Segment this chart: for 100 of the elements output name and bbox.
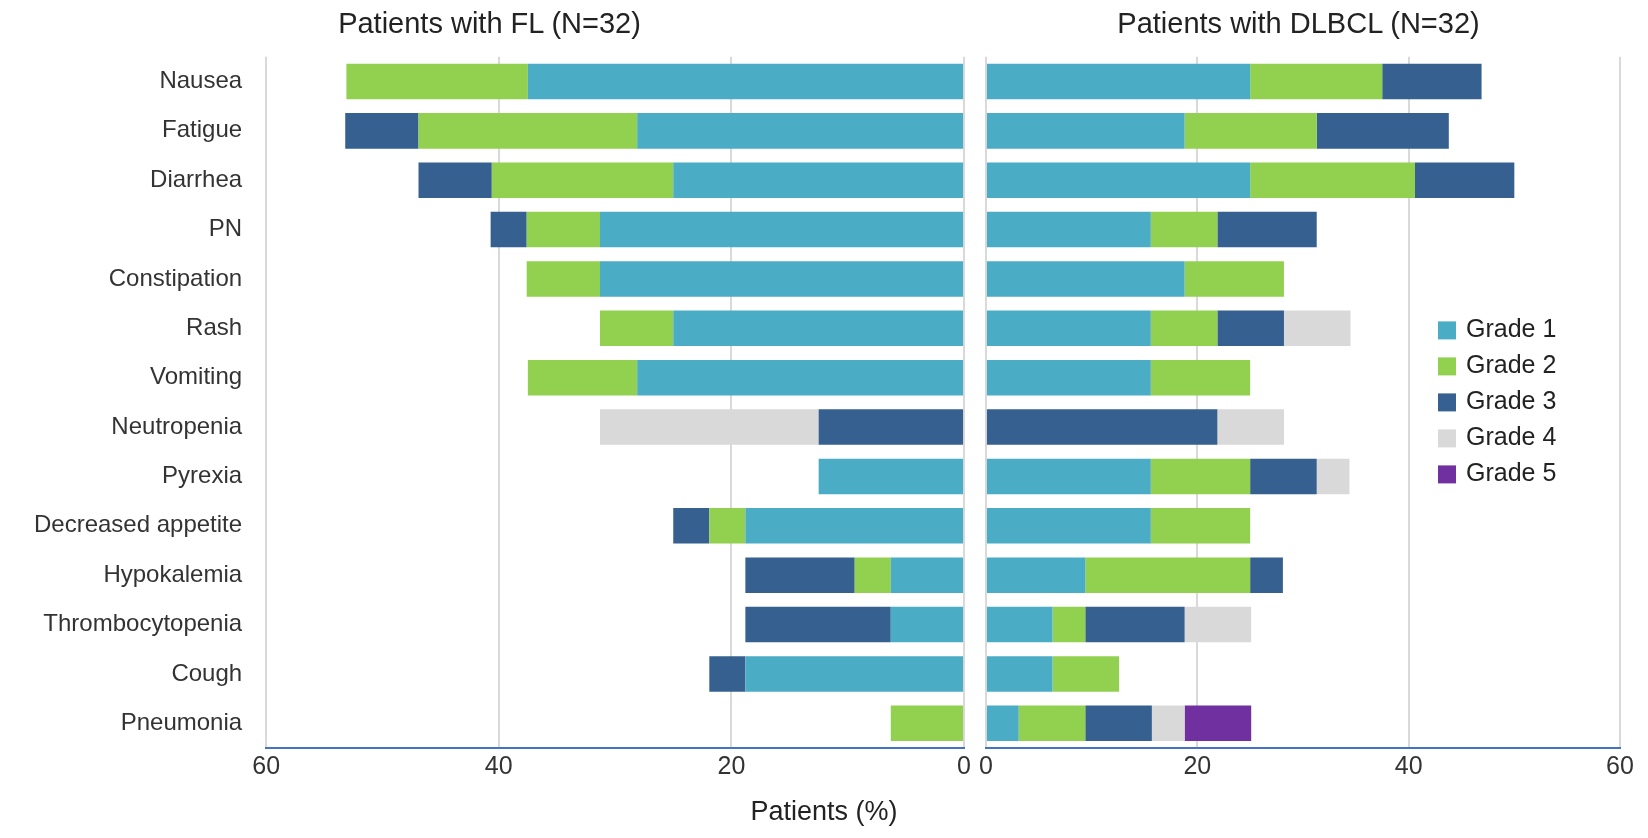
- bar: [986, 458, 1151, 495]
- bar: [490, 211, 527, 248]
- bar: [890, 606, 964, 643]
- bar: [986, 63, 1251, 100]
- bar: [745, 656, 964, 692]
- y-tick-label: Neutropenia: [111, 411, 243, 439]
- bar: [818, 458, 964, 495]
- y-tick-label: Nausea: [159, 66, 243, 94]
- bar: [1150, 508, 1251, 544]
- bar: [1184, 705, 1252, 742]
- bar: [986, 606, 1053, 643]
- legend-label: Grade 2: [1466, 350, 1557, 379]
- y-tick-label: Hypokalemia: [103, 559, 243, 587]
- bar: [637, 359, 964, 396]
- x-tick-label: 20: [1183, 750, 1212, 779]
- bar: [1150, 458, 1251, 495]
- bar: [1150, 359, 1251, 396]
- bar: [1250, 162, 1415, 198]
- bar: [345, 113, 419, 149]
- bar: [418, 113, 638, 149]
- bar: [986, 211, 1151, 248]
- bar: [1217, 409, 1284, 445]
- bar: [527, 359, 638, 396]
- bar: [527, 63, 964, 100]
- bar: [599, 211, 964, 248]
- x-tick-label: 0: [957, 750, 971, 779]
- bar: [526, 211, 600, 248]
- bar: [1250, 63, 1383, 100]
- y-tick-label: Thrombocytopenia: [43, 609, 243, 637]
- bar: [599, 310, 674, 347]
- bar: [986, 409, 1218, 445]
- y-tick-label: Diarrhea: [150, 164, 243, 192]
- bar: [1414, 162, 1515, 198]
- y-tick-label: Decreased appetite: [34, 510, 243, 538]
- bar: [673, 310, 964, 347]
- bar: [745, 606, 891, 643]
- x-axis-title: Patients (%): [749, 796, 899, 827]
- bar: [418, 162, 492, 198]
- bar: [491, 162, 674, 198]
- y-tick-label: Pneumonia: [120, 707, 243, 735]
- x-tick-label: 0: [979, 750, 993, 779]
- bar: [986, 113, 1185, 149]
- legend-label: Grade 1: [1466, 314, 1557, 343]
- bar: [818, 409, 964, 445]
- bar: [854, 557, 891, 593]
- bar: [890, 557, 964, 593]
- bar: [1316, 458, 1350, 495]
- bar: [986, 557, 1086, 593]
- bar: [709, 508, 746, 544]
- bar: [1085, 705, 1152, 742]
- x-tick-label: 60: [252, 750, 281, 779]
- bar: [1283, 310, 1351, 347]
- bar: [673, 508, 710, 544]
- bar: [986, 162, 1251, 198]
- bar: [986, 508, 1151, 544]
- bar: [346, 63, 528, 100]
- legend-label: Grade 5: [1466, 458, 1557, 487]
- bar: [526, 261, 600, 297]
- bar: [745, 557, 855, 593]
- legend-label: Grade 4: [1466, 422, 1557, 451]
- bar: [890, 705, 964, 742]
- bar: [637, 113, 964, 149]
- bar: [745, 508, 964, 544]
- y-tick-label: PN: [208, 214, 243, 242]
- bar: [1250, 557, 1283, 593]
- x-tick-label: 40: [484, 750, 513, 779]
- bar: [1382, 63, 1482, 100]
- bar: [986, 656, 1053, 692]
- x-tick-label: 60: [1606, 750, 1634, 779]
- bar: [1184, 113, 1317, 149]
- bar: [673, 162, 964, 198]
- chart-title: Patients with DLBCL (N=32): [1117, 7, 1480, 40]
- bar: [1250, 458, 1317, 495]
- bar: [1052, 656, 1120, 692]
- bar: [1151, 705, 1185, 742]
- bar: [1316, 113, 1449, 149]
- legend-label: Grade 3: [1466, 386, 1557, 415]
- y-tick-label: Rash: [186, 312, 243, 340]
- bar: [1018, 705, 1086, 742]
- bar: [986, 359, 1151, 396]
- bar: [1085, 557, 1251, 593]
- y-tick-label: Pyrexia: [162, 461, 243, 489]
- y-tick-label: Constipation: [108, 263, 243, 291]
- y-tick-label: Fatigue: [162, 115, 243, 143]
- bar: [986, 310, 1151, 347]
- bar: [1150, 211, 1218, 248]
- chart-title: Patients with FL (N=32): [338, 7, 641, 40]
- x-tick-label: 40: [1394, 750, 1423, 779]
- x-tick-label: 20: [717, 750, 746, 779]
- bar: [1052, 606, 1086, 643]
- y-tick-label: Vomiting: [150, 362, 243, 390]
- bar: [986, 705, 1019, 742]
- bar: [1085, 606, 1185, 643]
- y-tick-label: Cough: [171, 658, 243, 686]
- bar: [1184, 261, 1284, 297]
- bar: [599, 261, 964, 297]
- bar: [1217, 310, 1284, 347]
- bar: [1150, 310, 1218, 347]
- bar: [1217, 211, 1317, 248]
- bar: [986, 261, 1185, 297]
